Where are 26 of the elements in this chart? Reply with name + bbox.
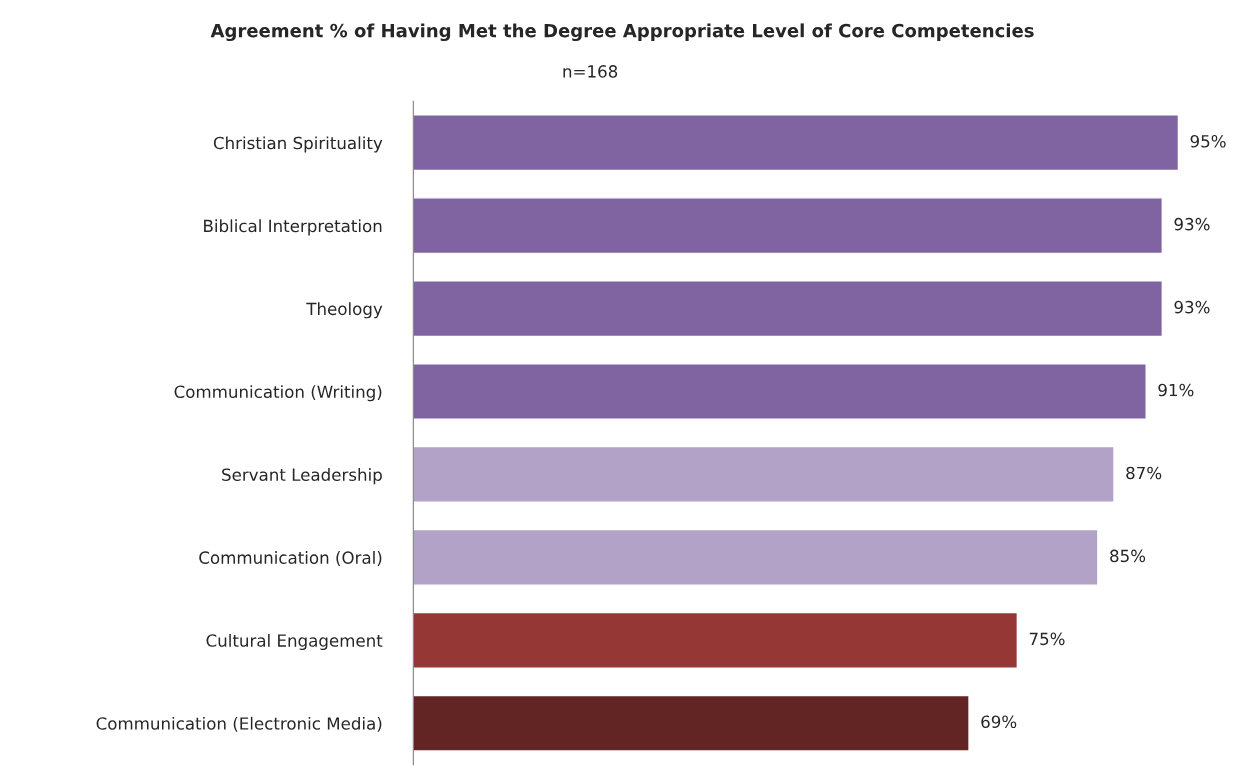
y-tick-label: Servant Leadership	[222, 468, 382, 485]
bar	[413, 363, 1147, 420]
data-label: 69%	[981, 715, 1017, 729]
y-tick-label: Christian Spirituality	[213, 136, 383, 153]
data-label: 87%	[1126, 466, 1162, 480]
bar	[413, 445, 1115, 503]
bar	[413, 280, 1164, 338]
bar	[413, 611, 1019, 669]
data-label: 93%	[1174, 217, 1210, 231]
chart-subtitle: n=168	[563, 65, 618, 78]
bar	[413, 528, 1099, 586]
bar	[413, 694, 970, 752]
y-tick-label: Theology	[306, 302, 383, 319]
data-label: 85%	[1110, 549, 1146, 563]
y-tick-label: Biblical Interpretation	[204, 219, 382, 236]
bar	[413, 197, 1164, 255]
data-label: 93%	[1174, 300, 1210, 314]
y-tick-label: Communication (Writing)	[174, 385, 382, 402]
y-tick-label: Communication (Electronic Media)	[96, 716, 382, 732]
chart-title: Agreement % of Having Met the Degree Appropriate Level of Core Competencies	[210, 23, 1034, 42]
y-tick-label: Communication (Oral)	[199, 551, 382, 566]
y-tick-label: Cultural Engagement	[206, 633, 383, 651]
bar	[413, 114, 1180, 172]
data-label: 75%	[1029, 632, 1065, 646]
data-label: 95%	[1190, 134, 1226, 148]
data-label: 91%	[1158, 383, 1194, 397]
